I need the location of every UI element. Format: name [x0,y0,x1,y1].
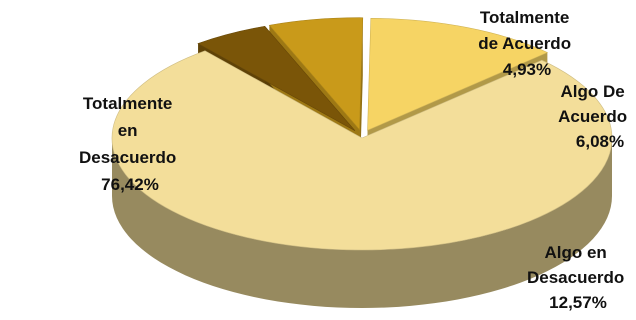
pie-slice-tops [111,17,613,251]
pie-slice-0 [111,50,613,251]
pie-slice-1 [197,25,356,131]
slice-label-totalmente-de-acuerdo: Totalmente de Acuerdo 4,93% [478,8,576,79]
slice-label-algo-en-desacuerdo: Algo en Desacuerdo 12,57% [527,243,629,312]
pie-slice-2 [268,17,364,131]
pie-slice-3 [367,17,549,131]
slice-outer-wall [112,138,612,308]
slice-label-algo-de-acuerdo: Algo De Acuerdo 6,08% [558,82,632,151]
slice-label-totalmente-en-desacuerdo: Totalmente en Desacuerdo 76,42% [79,94,181,194]
pie-labels: Totalmente en Desacuerdo 76,42% Totalmen… [79,8,632,312]
